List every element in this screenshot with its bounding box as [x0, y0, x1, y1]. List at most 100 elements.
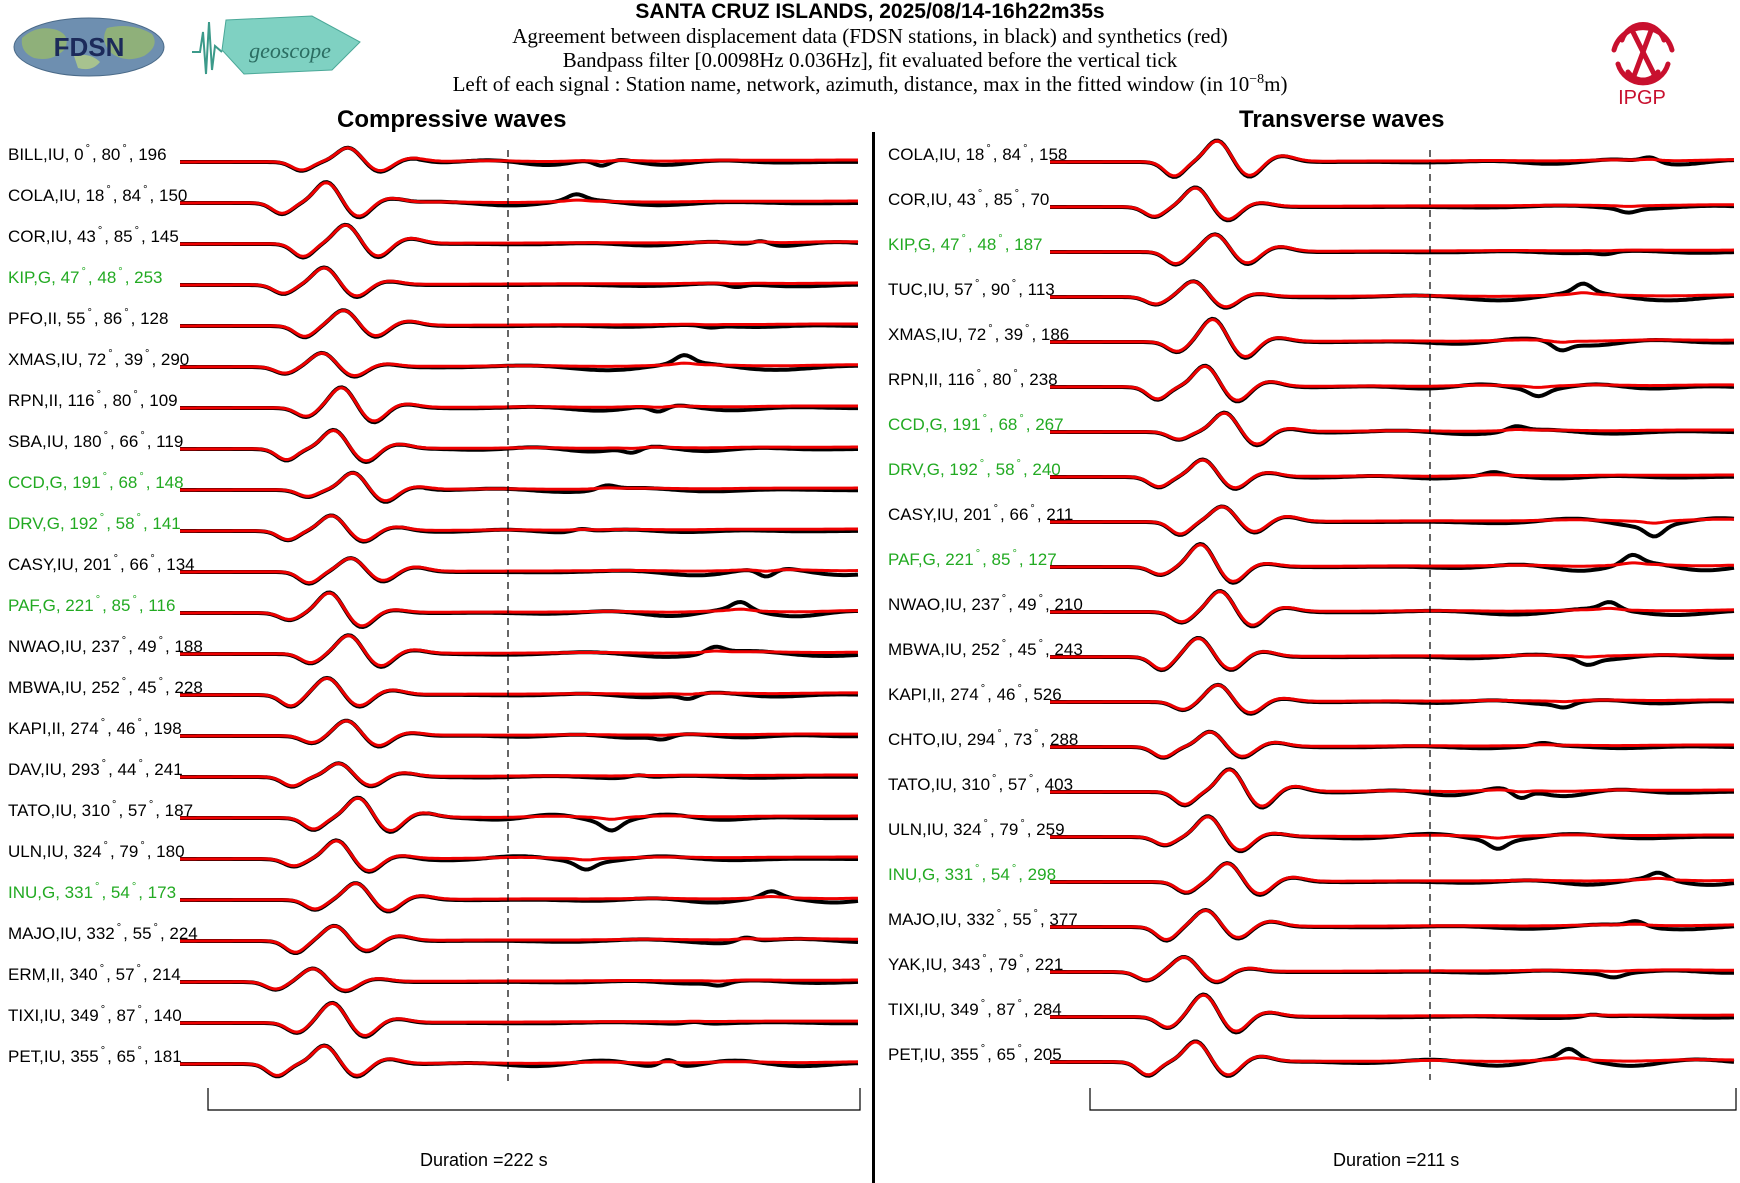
- trace-synthetic-cor: [180, 223, 858, 258]
- trace-synthetic-rpn: [1050, 364, 1735, 402]
- station-label: CCD,G, 191 °, 68 °, 267: [888, 413, 1064, 434]
- station-label: ULN,IU, 324 °, 79 °, 180: [8, 840, 185, 861]
- trace-synthetic-inu: [1050, 862, 1735, 896]
- trace-synthetic-bill: [180, 146, 858, 173]
- trace-synthetic-rpn: [180, 386, 858, 423]
- station-label: CHTO,IU, 294 °, 73 °, 288: [888, 728, 1079, 749]
- trace-synthetic-uln: [1050, 815, 1734, 852]
- trace-synthetic-inu: [180, 882, 859, 912]
- station-label: DRV,G, 192 °, 58 °, 240: [888, 458, 1061, 479]
- trace-synthetic-erm: [180, 967, 858, 992]
- trace-synthetic-xmas: [1050, 318, 1734, 358]
- trace-synthetic-cor: [1050, 186, 1734, 221]
- station-label: CASY,IU, 201 °, 66 °, 134: [8, 553, 195, 574]
- station-label: COLA,IU, 18 °, 84 °, 158: [888, 143, 1068, 164]
- trace-synthetic-pet: [1050, 1040, 1735, 1077]
- station-label: TIXI,IU, 349 °, 87 °, 140: [8, 1004, 182, 1025]
- trace-synthetic-kip: [1050, 233, 1735, 266]
- page-title: SANTA CRUZ ISLANDS, 2025/08/14-16h22m35s: [635, 0, 1105, 23]
- trace-data-ccd: [1050, 410, 1735, 448]
- header: SANTA CRUZ ISLANDS, 2025/08/14-16h22m35s…: [0, 0, 1740, 110]
- trace-synthetic-tuc: [1050, 280, 1734, 309]
- trace-synthetic-casy: [1050, 505, 1734, 536]
- trace-synthetic-chto: [1050, 730, 1734, 759]
- trace-synthetic-paf: [1050, 543, 1735, 583]
- trace-data-nwao: [1050, 589, 1735, 629]
- trace-synthetic-mbwa: [1050, 637, 1734, 671]
- trace-synthetic-tato: [180, 796, 858, 832]
- trace-data-uln: [1050, 814, 1735, 854]
- station-label: TATO,IU, 310 °, 57 °, 187: [8, 799, 194, 820]
- trace-synthetic-ccd: [180, 471, 858, 503]
- station-label: MAJO,IU, 332 °, 55 °, 224: [8, 922, 198, 943]
- duration-label-compressive: Duration =222 s: [420, 1150, 548, 1170]
- station-label: CASY,IU, 201 °, 66 °, 211: [888, 503, 1074, 524]
- station-label: COR,IU, 43 °, 85 °, 145: [8, 225, 179, 246]
- station-label: PFO,II, 55 °, 86 °, 128: [8, 307, 169, 328]
- trace-synthetic-paf: [180, 591, 858, 628]
- trace-synthetic-nwao: [1050, 590, 1735, 627]
- station-label: KAPI,II, 274 °, 46 °, 526: [888, 683, 1062, 704]
- station-label: TUC,IU, 57 °, 90 °, 113: [888, 278, 1055, 299]
- trace-synthetic-mbwa: [180, 676, 858, 708]
- trace-synthetic-kapi: [1050, 683, 1734, 715]
- station-label: RPN,II, 116 °, 80 °, 238: [888, 368, 1058, 389]
- trace-synthetic-uln: [180, 839, 858, 873]
- station-label: PET,IU, 355 °, 65 °, 181: [8, 1045, 182, 1066]
- trace-synthetic-ccd: [1050, 411, 1734, 446]
- subtitle-line-3: Left of each signal : Station name, netw…: [452, 72, 1288, 96]
- trace-synthetic-kip: [180, 266, 859, 298]
- station-label: DAV,IU, 293 °, 44 °, 241: [8, 758, 183, 779]
- station-label: YAK,IU, 343 °, 79 °, 221: [888, 953, 1064, 974]
- trace-data-xmas: [1050, 316, 1734, 360]
- trace-data-rpn: [180, 385, 858, 425]
- trace-synthetic-cola: [180, 181, 858, 218]
- trace-synthetic-kapi: [180, 719, 858, 747]
- trace-synthetic-dav: [180, 762, 858, 788]
- svg-text:geoscope: geoscope: [249, 38, 331, 63]
- station-label: KIP,G, 47 °, 48 °, 187: [888, 233, 1043, 254]
- geoscope-logo: geoscope: [192, 15, 361, 75]
- station-label: PAF,G, 221 °, 85 °, 116: [8, 594, 176, 615]
- trace-synthetic-drv: [180, 514, 858, 542]
- trace-synthetic-sba: [180, 428, 858, 463]
- duration-bracket: [207, 1088, 861, 1111]
- trace-synthetic-nwao: [180, 634, 858, 668]
- station-label: ERM,II, 340 °, 57 °, 214: [8, 963, 181, 984]
- trace-synthetic-tixi: [1050, 993, 1734, 1033]
- station-label: NWAO,IU, 237 °, 49 °, 210: [888, 593, 1083, 614]
- station-label: COR,IU, 43 °, 85 °, 70: [888, 188, 1050, 209]
- subtitle-line-2: Bandpass filter [0.0098Hz 0.036Hz], fit …: [562, 48, 1178, 72]
- duration-bracket: [1089, 1088, 1737, 1111]
- trace-data-tato: [1050, 767, 1734, 810]
- trace-synthetic-majo: [180, 924, 858, 954]
- station-label: CCD,G, 191 °, 68 °, 148: [8, 471, 184, 492]
- station-label: PAF,G, 221 °, 85 °, 127: [888, 548, 1057, 569]
- duration-label-transverse: Duration =211 s: [1333, 1150, 1460, 1170]
- trace-synthetic-tato: [1050, 768, 1734, 808]
- station-label: BILL,IU, 0 °, 80 °, 196: [8, 143, 167, 164]
- station-label: RPN,II, 116 °, 80 °, 109: [8, 389, 178, 410]
- station-label: COLA,IU, 18 °, 84 °, 150: [8, 184, 188, 205]
- trace-synthetic-xmas: [180, 351, 858, 378]
- ipgp-logo: IPGP: [1611, 22, 1675, 109]
- station-label: INU,G, 331 °, 54 °, 173: [8, 881, 177, 902]
- trace-synthetic-tixi: [180, 1001, 858, 1037]
- station-label: XMAS,IU, 72 °, 39 °, 290: [8, 348, 190, 369]
- station-label: MBWA,IU, 252 °, 45 °, 243: [888, 638, 1083, 659]
- trace-synthetic-casy: [180, 556, 859, 585]
- station-label: TATO,IU, 310 °, 57 °, 403: [888, 773, 1074, 794]
- trace-synthetic-yak: [1050, 955, 1734, 983]
- trace-synthetic-majo: [1050, 908, 1734, 941]
- trace-data-pet: [1050, 1039, 1735, 1078]
- station-label: MAJO,IU, 332 °, 55 °, 377: [888, 908, 1078, 929]
- trace-synthetic-pet: [180, 1044, 859, 1077]
- svg-text:FDSN: FDSN: [54, 32, 125, 62]
- station-label: SBA,IU, 180 °, 66 °, 119: [8, 430, 184, 451]
- station-label: MBWA,IU, 252 °, 45 °, 228: [8, 676, 203, 697]
- station-label: INU,G, 331 °, 54 °, 298: [888, 863, 1057, 884]
- station-label: DRV,G, 192 °, 58 °, 141: [8, 512, 181, 533]
- station-label: KAPI,II, 274 °, 46 °, 198: [8, 717, 182, 738]
- station-label: TIXI,IU, 349 °, 87 °, 284: [888, 998, 1062, 1019]
- station-label: ULN,IU, 324 °, 79 °, 259: [888, 818, 1065, 839]
